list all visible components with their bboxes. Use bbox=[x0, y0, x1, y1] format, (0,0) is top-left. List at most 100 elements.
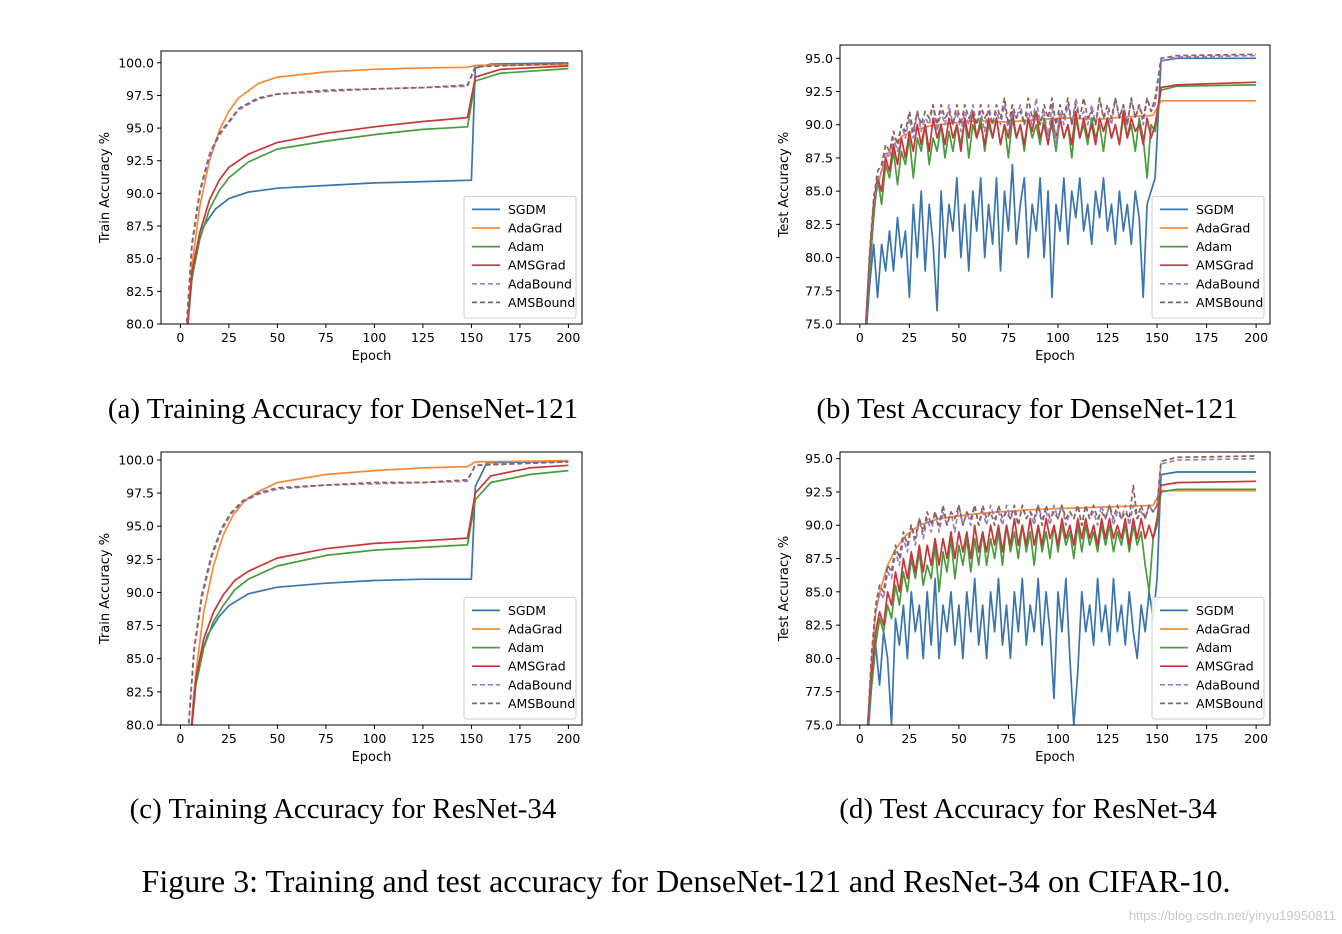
x-tick-label: 200 bbox=[556, 330, 580, 345]
x-tick-label: 25 bbox=[221, 731, 237, 746]
y-tick-label: 92.5 bbox=[805, 484, 833, 499]
y-tick-label: 77.5 bbox=[805, 283, 833, 298]
x-tick-label: 100 bbox=[1046, 330, 1070, 345]
y-tick-label: 85.0 bbox=[805, 184, 833, 199]
x-tick-label: 0 bbox=[176, 330, 184, 345]
legend-label-adabound: AdaBound bbox=[508, 276, 572, 291]
y-tick-label: 95.0 bbox=[805, 451, 833, 466]
series-line-adam bbox=[866, 488, 1257, 725]
y-tick-label: 92.5 bbox=[805, 84, 833, 99]
x-tick-label: 75 bbox=[318, 330, 334, 345]
legend: SGDM AdaGrad Adam AMSGrad AdaBound AMSBound bbox=[1151, 596, 1265, 720]
legend-label-adabound: AdaBound bbox=[1196, 677, 1260, 692]
legend-label-sgdm: SGDM bbox=[1196, 603, 1234, 618]
x-axis-label: Epoch bbox=[1035, 750, 1075, 765]
y-tick-label: 82.5 bbox=[126, 284, 154, 299]
y-tick-label: 75.0 bbox=[805, 317, 833, 332]
plot-frame bbox=[160, 451, 583, 726]
y-tick-label: 80.0 bbox=[126, 317, 154, 332]
y-tick-label: 87.5 bbox=[805, 150, 833, 165]
x-tick-label: 0 bbox=[176, 731, 184, 746]
x-tick-label: 75 bbox=[318, 731, 334, 746]
x-tick-label: 200 bbox=[1244, 330, 1268, 345]
series-line-amsgrad bbox=[866, 480, 1257, 725]
series-line-adabound bbox=[185, 62, 569, 324]
x-tick-label: 175 bbox=[1195, 330, 1219, 345]
y-axis-label: Test Accuracy % bbox=[777, 536, 792, 643]
x-tick-label: 150 bbox=[459, 330, 483, 345]
y-tick-label: 92.5 bbox=[126, 552, 154, 567]
series-line-sgdm bbox=[865, 57, 1257, 324]
legend-label-adam: Adam bbox=[1196, 239, 1232, 254]
series-line-adam bbox=[187, 67, 569, 324]
series-line-amsgrad bbox=[186, 65, 569, 324]
series-line-amsgrad bbox=[190, 464, 569, 725]
watermark: https://blog.csdn.net/yinyu19950811 bbox=[1129, 908, 1336, 923]
x-tick-label: 150 bbox=[459, 731, 483, 746]
y-tick-label: 100.0 bbox=[118, 452, 154, 467]
y-tick-label: 80.0 bbox=[805, 651, 833, 666]
x-tick-label: 50 bbox=[269, 330, 285, 345]
x-tick-label: 175 bbox=[508, 330, 532, 345]
series-line-amsbound bbox=[864, 53, 1257, 324]
y-tick-label: 82.5 bbox=[126, 684, 154, 699]
x-tick-label: 100 bbox=[1046, 731, 1070, 746]
x-tick-label: 175 bbox=[1195, 731, 1219, 746]
legend-label-adam: Adam bbox=[508, 640, 544, 655]
series-line-amsbound bbox=[866, 455, 1257, 725]
series-line-amsbound bbox=[185, 62, 569, 324]
legend-label-adam: Adam bbox=[508, 239, 544, 254]
y-tick-label: 90.0 bbox=[126, 186, 154, 201]
legend-label-amsbound: AMSBound bbox=[508, 696, 575, 711]
y-tick-label: 77.5 bbox=[805, 684, 833, 699]
legend-label-adagrad: AdaGrad bbox=[1196, 221, 1250, 236]
x-tick-label: 200 bbox=[1244, 731, 1268, 746]
x-tick-label: 125 bbox=[411, 330, 435, 345]
y-axis-label: Test Accuracy % bbox=[777, 132, 792, 239]
y-tick-label: 82.5 bbox=[805, 618, 833, 633]
x-axis-label: Epoch bbox=[352, 750, 392, 765]
x-tick-label: 25 bbox=[901, 731, 917, 746]
y-tick-label: 85.0 bbox=[126, 251, 154, 266]
x-tick-label: 75 bbox=[1000, 330, 1016, 345]
y-tick-label: 80.0 bbox=[805, 250, 833, 265]
y-axis-label: Train Accuracy % bbox=[98, 132, 113, 244]
x-tick-label: 25 bbox=[221, 330, 237, 345]
x-tick-label: 75 bbox=[1000, 731, 1016, 746]
series-line-adagrad bbox=[186, 63, 569, 324]
figure-caption: Figure 3: Training and test accuracy for… bbox=[142, 863, 1231, 899]
legend-label-sgdm: SGDM bbox=[508, 603, 546, 618]
legend-label-amsgrad: AMSGrad bbox=[508, 659, 566, 674]
caption-c: (c) Training Accuracy for ResNet-34 bbox=[130, 793, 557, 825]
x-tick-label: 50 bbox=[951, 731, 967, 746]
x-tick-label: 50 bbox=[951, 330, 967, 345]
x-tick-label: 25 bbox=[901, 330, 917, 345]
legend-label-amsbound: AMSBound bbox=[1196, 696, 1263, 711]
legend-label-adagrad: AdaGrad bbox=[508, 221, 562, 236]
y-tick-label: 97.5 bbox=[126, 486, 154, 501]
x-tick-label: 200 bbox=[556, 731, 580, 746]
chart-panel-d: 0 25 50 75 100 125 150 175 200 75.0 77.5 80.0 82.5 85… bbox=[777, 451, 1271, 765]
y-tick-label: 85.0 bbox=[805, 584, 833, 599]
y-tick-label: 85.0 bbox=[126, 651, 154, 666]
chart-panel-a: 0 25 50 75 100 125 150 175 200 80.0 82.5 85.0 87.5 90… bbox=[98, 50, 583, 364]
x-tick-label: 125 bbox=[411, 731, 435, 746]
y-tick-label: 95.0 bbox=[805, 51, 833, 66]
legend-label-amsbound: AMSBound bbox=[1196, 295, 1263, 310]
x-tick-label: 50 bbox=[269, 731, 285, 746]
legend-label-adam: Adam bbox=[1196, 640, 1232, 655]
series-line-sgdm bbox=[867, 471, 1257, 725]
y-tick-label: 92.5 bbox=[126, 153, 154, 168]
series-line-adagrad bbox=[190, 459, 569, 725]
x-tick-label: 0 bbox=[856, 731, 864, 746]
y-tick-label: 87.5 bbox=[805, 551, 833, 566]
plot-frame bbox=[839, 451, 1271, 726]
y-tick-label: 90.0 bbox=[805, 117, 833, 132]
legend: SGDM AdaGrad Adam AMSGrad AdaBound AMSBound bbox=[463, 195, 577, 319]
legend-label-adabound: AdaBound bbox=[508, 677, 572, 692]
y-tick-label: 97.5 bbox=[126, 88, 154, 103]
legend: SGDM AdaGrad Adam AMSGrad AdaBound AMSBound bbox=[463, 596, 577, 720]
x-tick-label: 150 bbox=[1145, 330, 1169, 345]
y-tick-label: 95.0 bbox=[126, 121, 154, 136]
